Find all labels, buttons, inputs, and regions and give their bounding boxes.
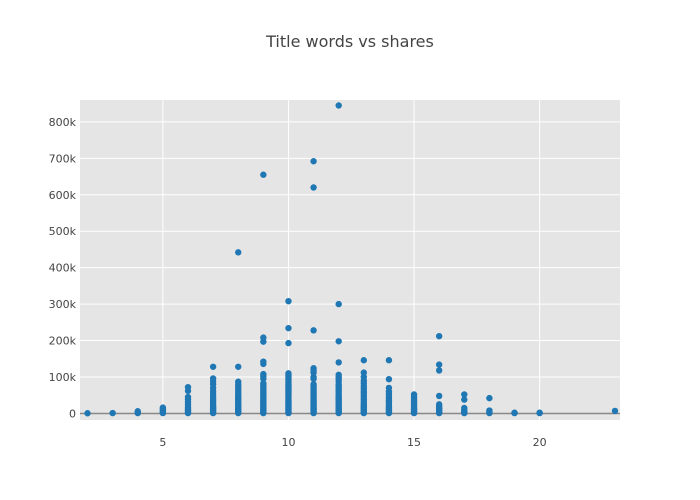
data-point[interactable] bbox=[486, 407, 493, 414]
data-point[interactable] bbox=[310, 158, 317, 165]
data-point[interactable] bbox=[335, 338, 342, 345]
data-point[interactable] bbox=[260, 171, 267, 178]
data-point[interactable] bbox=[235, 363, 242, 370]
data-point[interactable] bbox=[335, 359, 342, 366]
data-point[interactable] bbox=[360, 369, 368, 376]
data-point[interactable] bbox=[184, 393, 192, 401]
y-tick-label: 700k bbox=[49, 152, 77, 165]
x-tick-label: 5 bbox=[159, 436, 166, 449]
data-point[interactable] bbox=[235, 249, 242, 256]
data-point[interactable] bbox=[260, 370, 267, 378]
y-tick-label: 300k bbox=[49, 298, 77, 311]
data-point[interactable] bbox=[184, 383, 192, 391]
data-point[interactable] bbox=[461, 404, 468, 412]
plot-area bbox=[80, 100, 620, 420]
data-point[interactable] bbox=[260, 334, 267, 341]
data-point[interactable] bbox=[260, 358, 267, 365]
data-point[interactable] bbox=[435, 332, 443, 340]
y-tick-label: 0 bbox=[69, 407, 76, 420]
y-tick-label: 800k bbox=[49, 116, 77, 129]
data-point[interactable] bbox=[310, 373, 317, 381]
data-point[interactable] bbox=[109, 409, 116, 417]
data-point[interactable] bbox=[410, 391, 418, 398]
data-point[interactable] bbox=[285, 339, 292, 347]
x-tick-label: 15 bbox=[407, 436, 421, 449]
data-point[interactable] bbox=[435, 392, 443, 400]
data-point[interactable] bbox=[486, 394, 493, 402]
data-point[interactable] bbox=[335, 300, 342, 308]
data-points bbox=[84, 102, 619, 417]
data-point[interactable] bbox=[461, 396, 468, 403]
y-tick-label: 100k bbox=[49, 371, 77, 384]
x-tick-labels: 5 10 15 20 bbox=[159, 436, 546, 449]
data-point[interactable] bbox=[310, 327, 317, 334]
data-point[interactable] bbox=[84, 410, 91, 417]
data-point[interactable] bbox=[285, 297, 292, 305]
data-point[interactable] bbox=[310, 184, 317, 191]
y-tick-label: 500k bbox=[49, 225, 77, 238]
data-point[interactable] bbox=[385, 375, 393, 383]
data-point[interactable] bbox=[360, 373, 368, 381]
y-tick-label: 200k bbox=[49, 335, 77, 348]
data-point[interactable] bbox=[335, 371, 342, 379]
y-gridlines bbox=[80, 121, 620, 378]
x-gridlines bbox=[162, 100, 541, 420]
data-point[interactable] bbox=[209, 363, 217, 370]
data-point[interactable] bbox=[209, 375, 217, 382]
y-tick-label: 600k bbox=[49, 189, 77, 202]
data-point[interactable] bbox=[385, 384, 393, 392]
data-point[interactable] bbox=[536, 409, 543, 416]
data-point[interactable] bbox=[310, 365, 317, 372]
data-point[interactable] bbox=[335, 102, 342, 109]
data-point[interactable] bbox=[235, 378, 242, 385]
data-point[interactable] bbox=[310, 381, 317, 388]
data-point[interactable] bbox=[385, 357, 393, 364]
x-tick-label: 10 bbox=[281, 436, 295, 449]
data-point[interactable] bbox=[611, 407, 619, 415]
data-point[interactable] bbox=[360, 357, 368, 364]
data-point[interactable] bbox=[285, 370, 292, 377]
data-point[interactable] bbox=[435, 401, 443, 408]
data-point[interactable] bbox=[435, 367, 443, 374]
data-point[interactable] bbox=[285, 324, 292, 332]
x-tick-label: 20 bbox=[533, 436, 547, 449]
y-tick-label: 400k bbox=[49, 262, 77, 275]
data-point[interactable] bbox=[159, 404, 167, 411]
data-point[interactable] bbox=[260, 380, 267, 387]
data-point[interactable] bbox=[461, 391, 468, 398]
data-point[interactable] bbox=[134, 408, 141, 415]
data-point[interactable] bbox=[435, 361, 443, 368]
y-tick-labels: 0 100k 200k 300k 400k 500k 600k 700k 800k bbox=[49, 116, 77, 421]
chart-title: Title words vs shares bbox=[266, 32, 434, 51]
data-point[interactable] bbox=[511, 409, 518, 416]
